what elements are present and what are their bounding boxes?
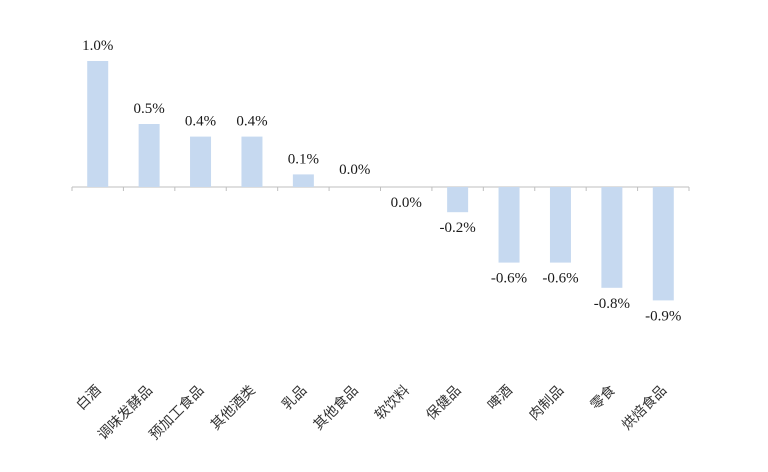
category-label: 零食 xyxy=(587,382,619,414)
data-label: 1.0% xyxy=(82,38,113,54)
data-label: -0.2% xyxy=(440,220,476,236)
category-label: 软饮料 xyxy=(372,383,413,424)
category-label: 其他酒类 xyxy=(208,383,259,434)
bar-4 xyxy=(241,136,263,187)
data-labels-layer: 1.0% 0.5% 0.4% 0.4% 0.1% 0.0% 0.0% -0.2% -0.6% -0… xyxy=(82,38,681,324)
bar-3 xyxy=(190,136,212,187)
category-label: 其他食品 xyxy=(310,382,362,434)
data-label: -0.8% xyxy=(594,296,630,312)
data-label: 0.0% xyxy=(339,162,370,178)
bar-1 xyxy=(87,61,109,187)
data-label: 0.4% xyxy=(236,114,267,130)
axis-layer xyxy=(71,186,690,191)
data-label: 0.0% xyxy=(391,195,422,211)
bar-8 xyxy=(447,187,469,213)
data-label: -0.6% xyxy=(542,271,578,287)
category-label: 肉制品 xyxy=(526,383,567,424)
data-label: -0.9% xyxy=(645,308,681,324)
bar-2 xyxy=(138,124,160,187)
data-label: 0.1% xyxy=(288,151,319,167)
bar-9 xyxy=(498,187,520,263)
category-label: 乳品 xyxy=(279,383,310,414)
category-label: 啤酒 xyxy=(485,383,516,414)
category-label: 白酒 xyxy=(73,383,104,414)
bar-12 xyxy=(652,187,674,301)
bar-11 xyxy=(601,187,623,288)
bars-layer xyxy=(87,61,674,301)
category-label: 调味发酵品 xyxy=(95,383,156,444)
data-label: -0.6% xyxy=(491,271,527,287)
category-label: 预加工食品 xyxy=(146,382,208,444)
category-label: 烘焙食品 xyxy=(619,382,671,434)
bar-10 xyxy=(549,187,571,263)
category-label: 保健品 xyxy=(423,383,464,424)
data-label: 0.4% xyxy=(185,114,216,130)
data-label: 0.5% xyxy=(134,101,165,117)
bar-5 xyxy=(292,174,314,187)
